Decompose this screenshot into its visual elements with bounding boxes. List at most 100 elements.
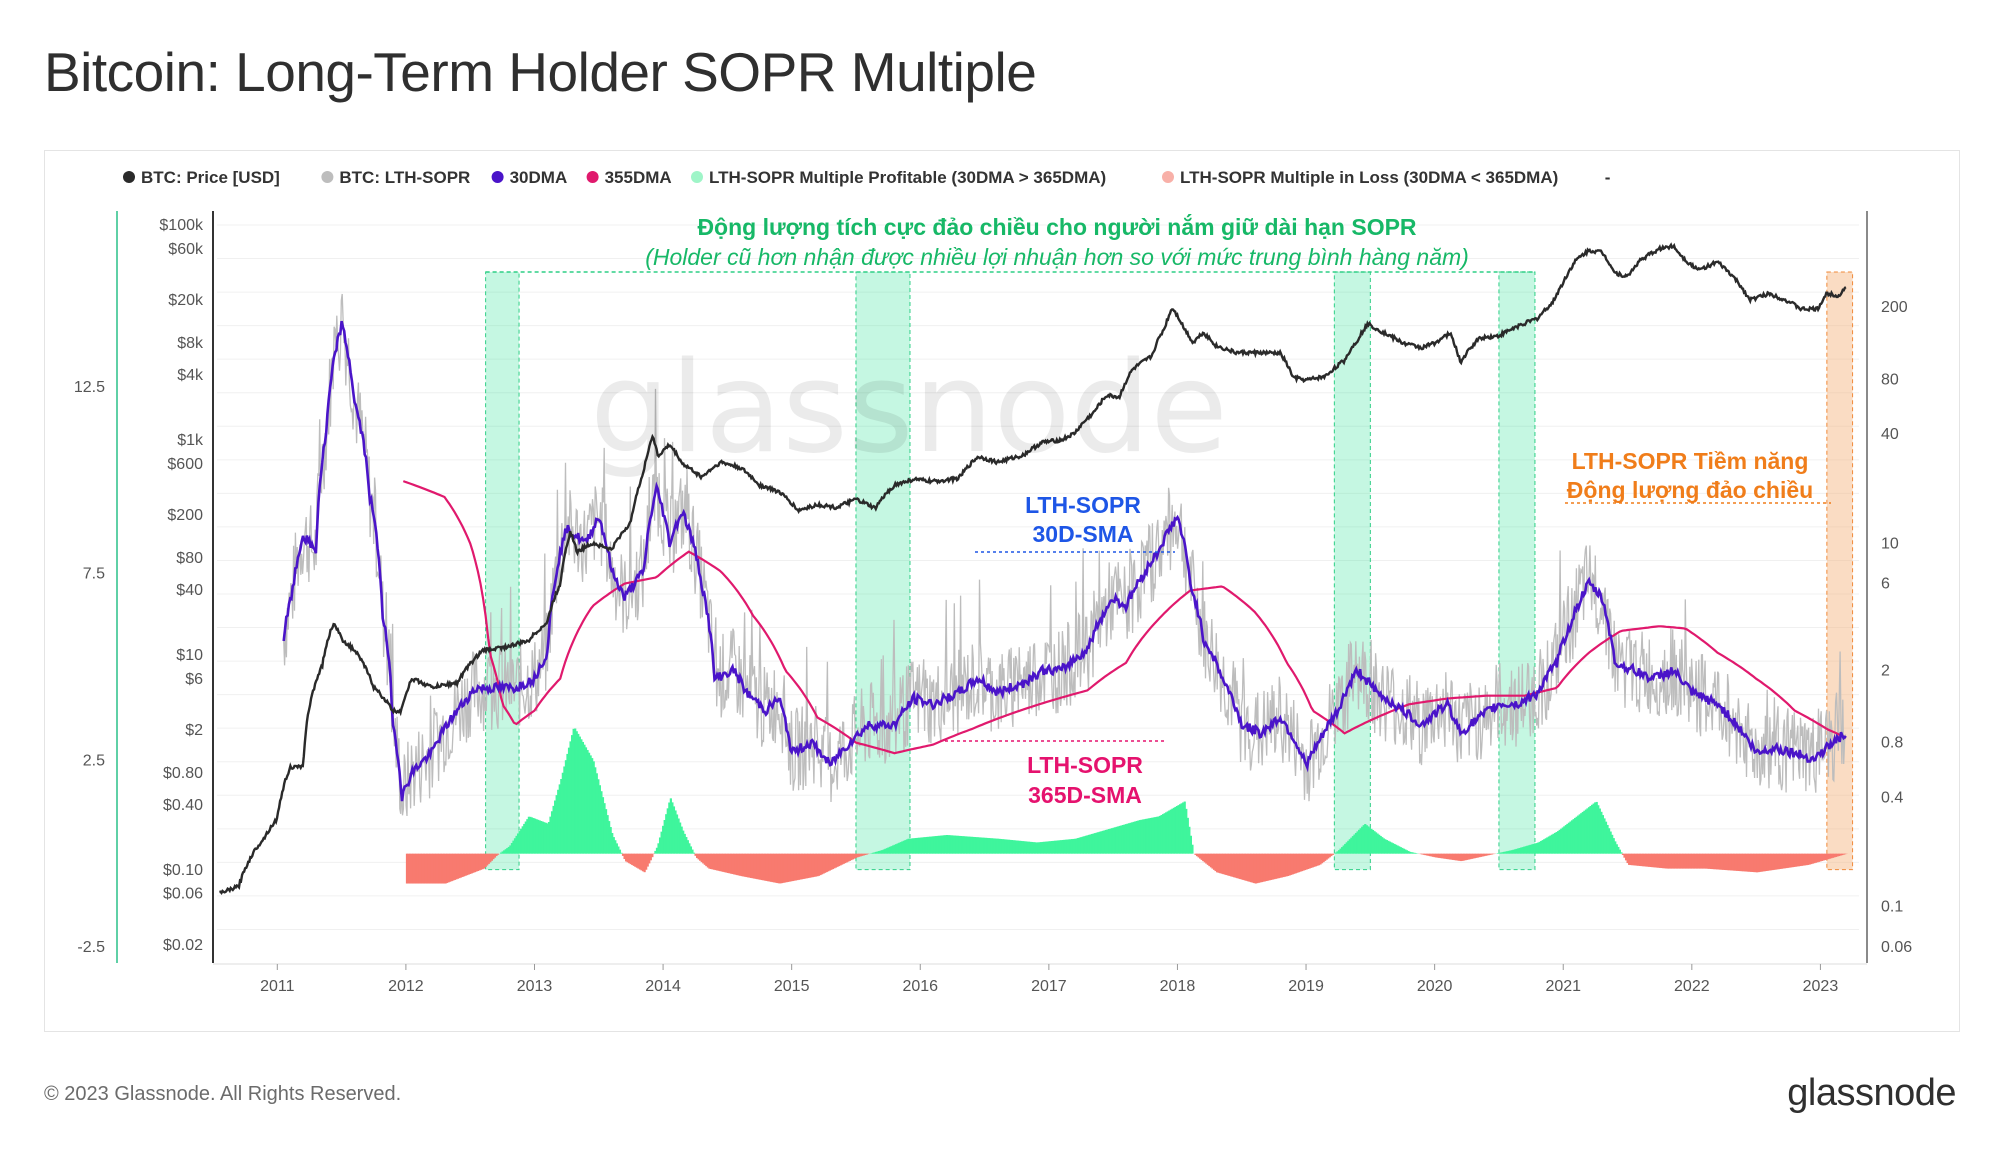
histogram-bar — [554, 800, 557, 854]
histogram-bar — [1012, 840, 1015, 854]
histogram-bar — [1151, 817, 1154, 854]
histogram-bar — [1075, 838, 1078, 854]
histogram-bar — [1751, 853, 1754, 872]
histogram-bar — [1111, 828, 1114, 854]
histogram-bar — [1405, 850, 1409, 854]
histogram-bar — [1461, 853, 1464, 861]
histogram-bar — [1334, 852, 1338, 854]
histogram-bar — [1395, 844, 1398, 854]
histogram-bar — [643, 853, 646, 873]
annotation-potential-line1: LTH-SOPR Tiềm năng — [1572, 448, 1809, 474]
histogram-bar — [1757, 853, 1760, 873]
histogram-bar — [540, 821, 543, 854]
histogram-bar — [1174, 806, 1177, 854]
histogram-bar — [1430, 853, 1433, 857]
histogram-bar — [1824, 853, 1827, 861]
chart-frame: BTC: Price [USD] BTC: LTH-SOPR 30DMA 355DMA… — [44, 150, 1960, 1032]
histogram-bar — [1265, 853, 1268, 882]
histogram-bar — [927, 836, 930, 854]
histogram-bar — [580, 739, 583, 854]
histogram-bar — [1621, 853, 1625, 856]
histogram-bar — [1466, 853, 1469, 860]
histogram-bar — [649, 853, 652, 861]
histogram-bar — [1567, 822, 1571, 854]
histogram-bar — [637, 853, 640, 869]
histogram-bar — [1453, 853, 1456, 861]
histogram-bar — [845, 853, 848, 863]
histogram-bar — [1415, 853, 1418, 854]
histogram-bar — [1231, 853, 1234, 877]
sopr-tick-label: 10 — [1881, 535, 1899, 552]
histogram-bar — [1773, 853, 1776, 870]
histogram-bar — [1803, 853, 1807, 866]
histogram-bar — [1458, 853, 1461, 861]
histogram-bar — [1732, 853, 1736, 871]
histogram-bar — [1513, 849, 1517, 854]
histogram-bar — [776, 853, 779, 884]
histogram-bar — [1725, 853, 1728, 871]
histogram-bar — [699, 853, 702, 861]
histogram-bar — [1716, 853, 1719, 870]
histogram-bar — [1794, 853, 1797, 867]
histogram-bar — [1066, 839, 1069, 854]
histogram-bar — [1032, 842, 1035, 854]
green-band — [1498, 271, 1536, 871]
histogram-bar — [1199, 853, 1202, 859]
histogram-bar — [1303, 853, 1307, 871]
histogram-bar — [930, 836, 933, 854]
histogram-bar — [736, 853, 739, 876]
histogram-bar — [1780, 853, 1784, 869]
histogram-bar — [1182, 802, 1185, 854]
histogram-bar — [947, 835, 950, 854]
histogram-bar — [1020, 840, 1023, 854]
histogram-bar — [1746, 853, 1750, 872]
histogram-bar — [908, 838, 912, 854]
histogram-bar — [1203, 853, 1206, 863]
histogram-bar — [875, 851, 878, 854]
histogram-bar — [1239, 853, 1242, 880]
price-tick-label: $1k — [177, 432, 204, 449]
histogram-bar — [984, 837, 987, 854]
histogram-bar — [1035, 842, 1038, 854]
histogram-bar — [1345, 842, 1348, 854]
histogram-bar — [446, 853, 449, 883]
histogram-bar — [1188, 826, 1191, 854]
legend-marker — [691, 171, 703, 183]
histogram-bar — [646, 853, 649, 867]
histogram-bar — [729, 853, 733, 874]
histogram-bar — [654, 850, 657, 854]
histogram-bar — [1208, 853, 1211, 867]
histogram-bar — [725, 853, 728, 873]
histogram-bar — [1674, 853, 1677, 869]
histogram-bar — [853, 853, 856, 859]
histogram-bar — [751, 853, 754, 879]
sopr-tick-label: 200 — [1881, 299, 1908, 316]
histogram-bar — [1685, 853, 1688, 869]
price-tick-label: $4k — [177, 367, 204, 384]
histogram-bar — [617, 846, 620, 854]
histogram-bar — [577, 733, 580, 854]
histogram-bar — [1626, 853, 1629, 864]
histogram-bar — [1700, 853, 1703, 869]
histogram-bar — [1331, 853, 1334, 855]
histogram-bar — [1797, 853, 1800, 867]
histogram-bar — [464, 853, 467, 876]
histogram-bar — [1533, 843, 1537, 854]
histogram-bar — [970, 836, 973, 854]
histogram-bar — [1171, 808, 1174, 854]
histogram-bar — [1080, 837, 1083, 854]
histogram-bar — [1310, 853, 1313, 868]
histogram-bar — [1510, 850, 1513, 854]
histogram-bar — [1666, 853, 1669, 869]
histogram-bar — [1600, 811, 1603, 854]
green-band — [1333, 271, 1371, 871]
histogram-bar — [621, 853, 625, 856]
histogram-bar — [526, 819, 529, 854]
histogram-bar — [1501, 852, 1504, 854]
histogram-bar — [1384, 839, 1387, 854]
histogram-bar — [655, 847, 659, 854]
axes: $100k $60k $20k $8k $4k $1k $600 $200 $80 $40 $10 $… — [74, 211, 1912, 995]
histogram-bar — [1462, 853, 1466, 861]
histogram-bar — [604, 809, 608, 854]
histogram-bar — [702, 853, 705, 864]
